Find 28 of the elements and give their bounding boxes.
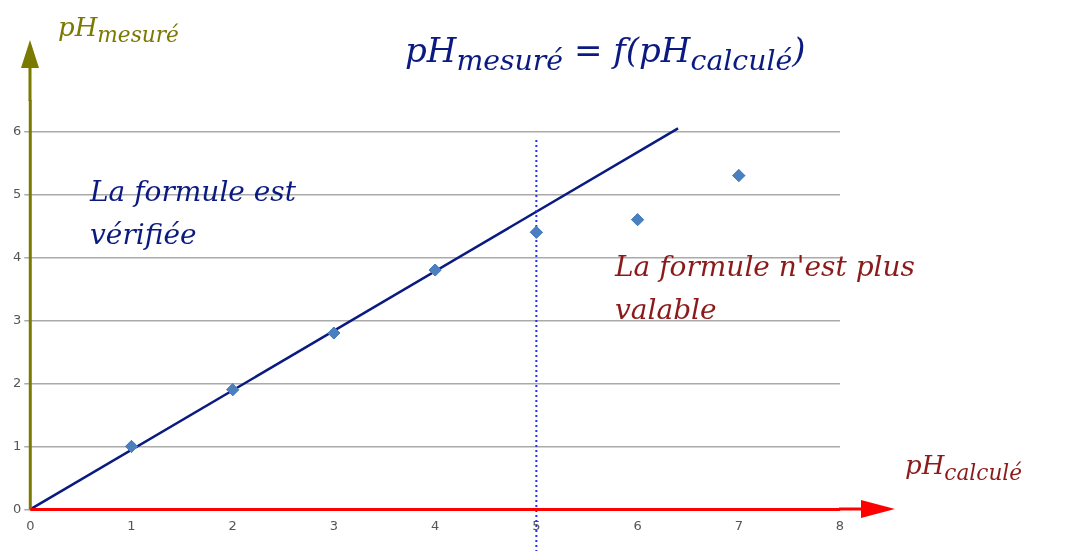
x-axis-title: pH$_{calculé}$: [905, 450, 1023, 486]
annotation: La formule n'est plus valable: [615, 249, 916, 329]
y-tick-label: 5: [12, 185, 22, 201]
point: [732, 169, 746, 183]
x-tick-label: 4: [430, 517, 440, 533]
x-tick-label: 3: [329, 517, 339, 533]
annotation: La formule est vérifiée: [90, 174, 297, 254]
x-tick-label: 2: [228, 517, 237, 533]
y-axis-title: pH$_{mesuré}$: [58, 12, 179, 48]
y-tick-label: 4: [12, 248, 22, 264]
y-tick-label: 6: [12, 122, 22, 138]
y-tick-label: 3: [12, 311, 22, 327]
point: [124, 439, 138, 453]
point: [529, 225, 543, 239]
y-tick-label: 2: [12, 374, 22, 390]
y-tick-label: 0: [12, 500, 22, 516]
point: [226, 383, 240, 397]
point: [428, 263, 442, 277]
point: [327, 326, 341, 340]
x-tick-label: 6: [633, 517, 642, 533]
chart-title: pH$_{mesuré}$ = f(pH$_{calculé}$): [405, 30, 806, 77]
x-tick-label: 5: [532, 517, 541, 533]
x-tick-label: 0: [26, 517, 35, 533]
x-tick-label: 8: [835, 517, 845, 533]
x-tick-label: 7: [734, 517, 743, 533]
y-tick-label: 1: [12, 437, 22, 453]
x-tick-label: 1: [127, 517, 136, 533]
point: [631, 213, 645, 227]
